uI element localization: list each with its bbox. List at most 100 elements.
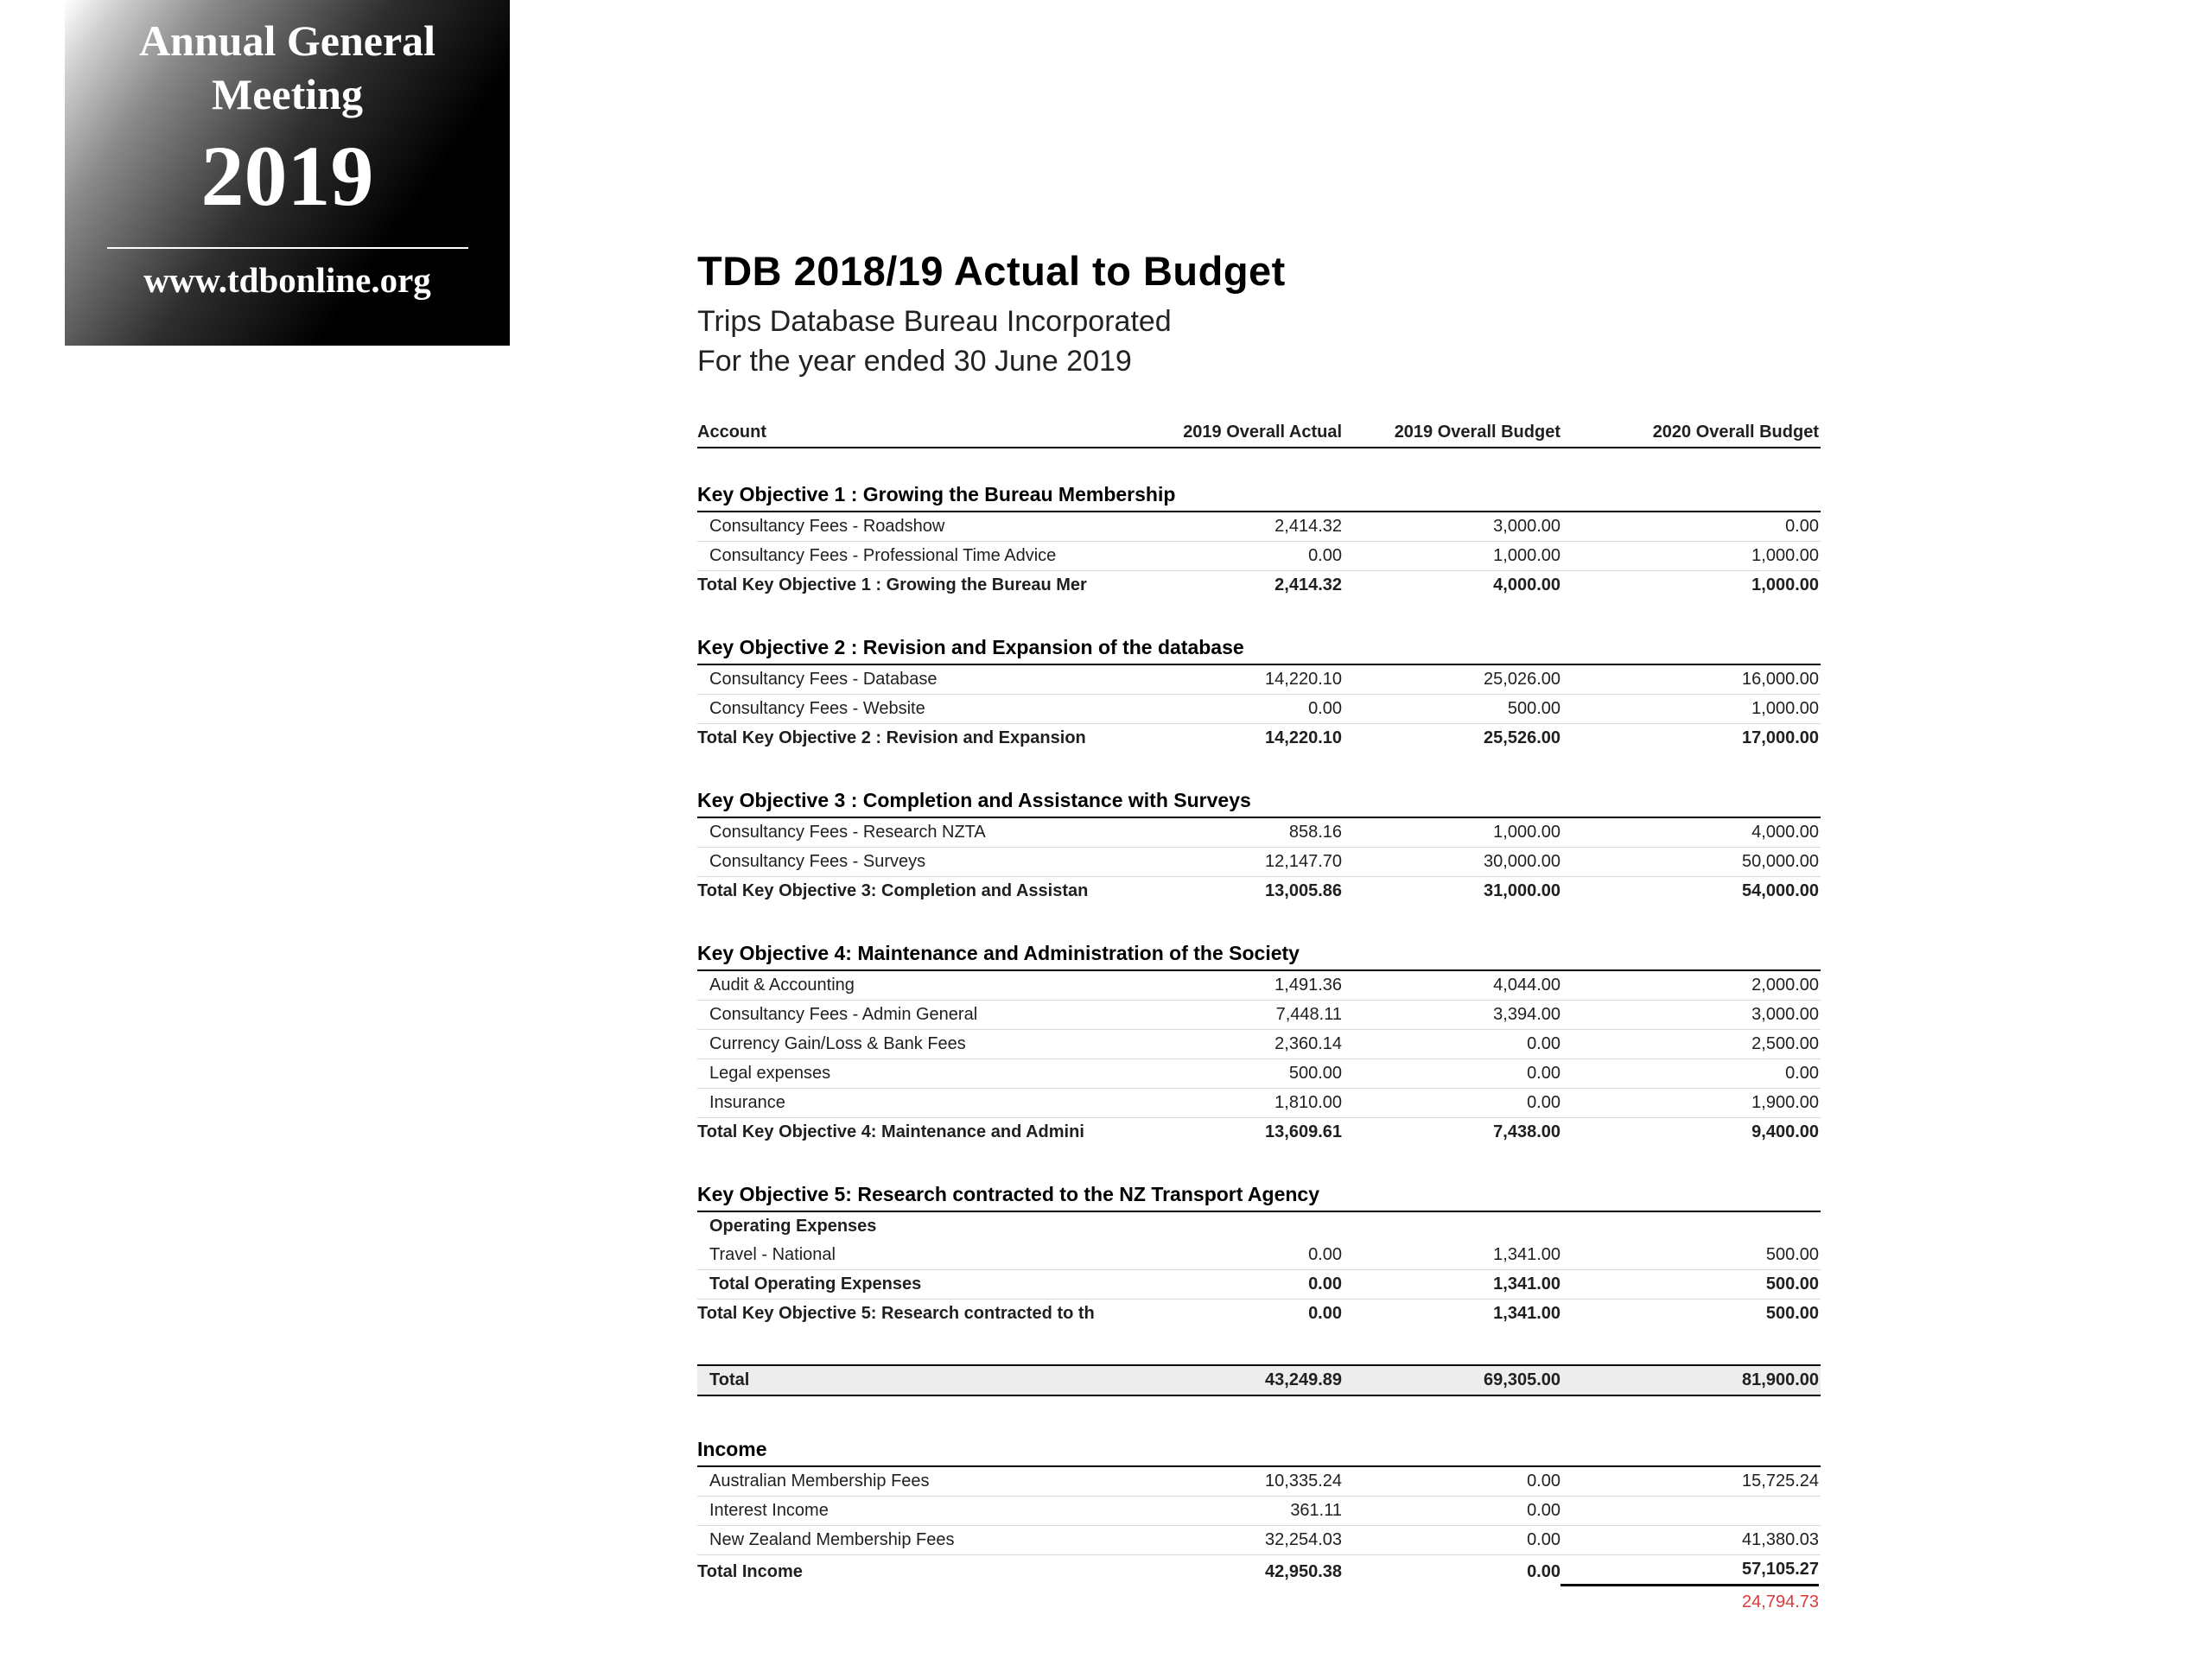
account-cell: Consultancy Fees - Professional Time Adv… — [709, 546, 1057, 565]
value-cell: 0.00 — [1308, 546, 1342, 565]
section-total-row: Total Key Objective 3: Completion and As… — [697, 877, 1821, 906]
value-cell: 32,254.03 — [1265, 1530, 1342, 1549]
section-title: Key Objective 5: Research contracted to … — [697, 1183, 1821, 1212]
table-row: Insurance 1,810.00 0.00 1,900.00 — [697, 1089, 1821, 1118]
column-header-1: 2019 Overall Actual — [1183, 423, 1342, 442]
table-row: Currency Gain/Loss & Bank Fees 2,360.14 0.… — [697, 1030, 1821, 1059]
value-cell: 0.00 — [1527, 1562, 1560, 1581]
account-cell: Total Key Objective 5: Research contract… — [697, 1304, 1095, 1323]
value-cell: 41,380.03 — [1742, 1530, 1819, 1549]
section-total-row: Total Key Objective 4: Maintenance and A… — [697, 1118, 1821, 1147]
section-title: Key Objective 4: Maintenance and Adminis… — [697, 942, 1821, 971]
value-cell — [1129, 1592, 1342, 1617]
value-cell: 1,341.00 — [1493, 1304, 1560, 1323]
value-cell: 1,341.00 — [1493, 1274, 1560, 1294]
value-cell: 3,000.00 — [1493, 517, 1560, 536]
value-cell: 0.00 — [1527, 1501, 1560, 1520]
value-cell: 13,609.61 — [1265, 1122, 1342, 1141]
value-cell: 3,394.00 — [1493, 1005, 1560, 1024]
value-cell: 0.00 — [1785, 517, 1819, 536]
value-cell: 25,026.00 — [1484, 670, 1560, 689]
table-row: Travel - National 0.00 1,341.00 500.00 — [697, 1241, 1821, 1270]
section-total-row: Total Key Objective 5: Research contract… — [697, 1300, 1821, 1328]
value-cell: 16,000.00 — [1742, 670, 1819, 689]
report-section: Key Objective 4: Maintenance and Adminis… — [697, 942, 1821, 1147]
value-cell: 4,000.00 — [1751, 823, 1819, 842]
value-cell: 0.00 — [1308, 1304, 1342, 1323]
value-cell: 4,044.00 — [1493, 976, 1560, 995]
surplus-deficit-row: 24,794.73 — [697, 1586, 1821, 1617]
income-total-row: Total Income 42,950.38 0.00 57,105.27 — [697, 1555, 1821, 1586]
value-cell: 14,220.10 — [1265, 670, 1342, 689]
value-cell — [1560, 1500, 1819, 1525]
report-period: For the year ended 30 June 2019 — [697, 345, 1132, 378]
account-cell: Consultancy Fees - Admin General — [709, 1005, 978, 1024]
report-sections: Key Objective 1 : Growing the Bureau Mem… — [697, 483, 1821, 1617]
value-cell: 7,448.11 — [1275, 1005, 1342, 1024]
value-cell: 3,000.00 — [1751, 1005, 1819, 1024]
value-cell: 500.00 — [1288, 1064, 1342, 1083]
table-row: Consultancy Fees - Surveys 12,147.70 30,00… — [697, 848, 1821, 877]
value-cell: 30,000.00 — [1484, 852, 1560, 871]
value-cell: 7,438.00 — [1493, 1122, 1560, 1141]
value-cell: 858.16 — [1288, 823, 1342, 842]
account-cell: Total Key Objective 1 : Growing the Bure… — [697, 575, 1087, 594]
value-cell: 4,000.00 — [1493, 575, 1560, 594]
value-cell: 81,900.00 — [1742, 1370, 1819, 1389]
value-cell: 1,810.00 — [1274, 1093, 1342, 1112]
value-cell: 9,400.00 — [1751, 1122, 1819, 1141]
value-cell: 1,000.00 — [1493, 546, 1560, 565]
report-organisation: Trips Database Bureau Incorporated — [697, 305, 1172, 338]
report-section: Key Objective 3 : Completion and Assista… — [697, 789, 1821, 906]
badge-title-line1: Annual General — [138, 16, 436, 65]
section-total-row: Total Key Objective 2 : Revision and Exp… — [697, 724, 1821, 753]
column-header-3: 2020 Overall Budget — [1652, 423, 1819, 442]
value-cell: 500.00 — [1507, 699, 1560, 718]
value-cell: 54,000.00 — [1742, 881, 1819, 900]
value-cell: 1,000.00 — [1751, 546, 1819, 565]
section-title: Key Objective 3 : Completion and Assista… — [697, 789, 1821, 818]
value-cell: 0.00 — [1308, 1274, 1342, 1294]
value-cell: 0.00 — [1308, 699, 1342, 718]
table-row: Consultancy Fees - Roadshow 2,414.32 3,000… — [697, 512, 1821, 542]
badge-year: 2019 — [200, 128, 374, 224]
table-row: Consultancy Fees - Professional Time Adv… — [697, 542, 1821, 571]
account-cell: Interest Income — [709, 1501, 829, 1520]
table-row: Audit & Accounting 1,491.36 4,044.00 2,000.… — [697, 971, 1821, 1001]
agm-badge: Annual General Meeting 2019 www.tdbonlin… — [65, 0, 510, 346]
value-cell: 57,105.27 — [1560, 1555, 1819, 1586]
value-cell: 2,500.00 — [1751, 1034, 1819, 1053]
value-cell: 0.00 — [1785, 1064, 1819, 1083]
account-cell: Legal expenses — [709, 1064, 831, 1083]
account-cell: Total Key Objective 4: Maintenance and A… — [697, 1122, 1084, 1141]
value-cell: 1,000.00 — [1751, 699, 1819, 718]
account-cell: Consultancy Fees - Database — [709, 670, 938, 689]
value-cell: 2,360.14 — [1274, 1034, 1342, 1053]
table-row: New Zealand Membership Fees 32,254.03 0.00… — [697, 1526, 1821, 1555]
badge-title-line2: Meeting — [212, 70, 363, 118]
section-total-row: Total Key Objective 1 : Growing the Bure… — [697, 571, 1821, 600]
table-row: Consultancy Fees - Admin General 7,448.11… — [697, 1001, 1821, 1030]
value-cell: 1,000.00 — [1751, 575, 1819, 594]
value-cell: 500.00 — [1765, 1304, 1819, 1323]
value-cell: 1,900.00 — [1751, 1093, 1819, 1112]
table-row: Operating Expenses — [697, 1212, 1821, 1241]
value-cell — [1342, 1216, 1560, 1241]
account-cell: Consultancy Fees - Surveys — [709, 852, 926, 871]
account-cell: Currency Gain/Loss & Bank Fees — [709, 1034, 966, 1053]
value-cell: 50,000.00 — [1742, 852, 1819, 871]
value-cell: 17,000.00 — [1742, 728, 1819, 747]
value-cell: 500.00 — [1765, 1245, 1819, 1264]
report-section: Key Objective 1 : Growing the Bureau Mem… — [697, 483, 1821, 600]
account-cell: Consultancy Fees - Research NZTA — [709, 823, 986, 842]
table-row: Interest Income 361.11 0.00 — [697, 1497, 1821, 1526]
value-cell: 361.11 — [1290, 1501, 1342, 1520]
table-row: Legal expenses 500.00 0.00 0.00 — [697, 1059, 1821, 1089]
table-row: Consultancy Fees - Research NZTA 858.16 1,… — [697, 818, 1821, 848]
value-cell: 14,220.10 — [1265, 728, 1342, 747]
value-cell — [1129, 1216, 1342, 1241]
badge-website-url: www.tdbonline.org — [143, 260, 431, 300]
value-cell: 15,725.24 — [1742, 1471, 1819, 1491]
value-cell — [1342, 1592, 1560, 1617]
account-cell: Insurance — [709, 1093, 785, 1112]
